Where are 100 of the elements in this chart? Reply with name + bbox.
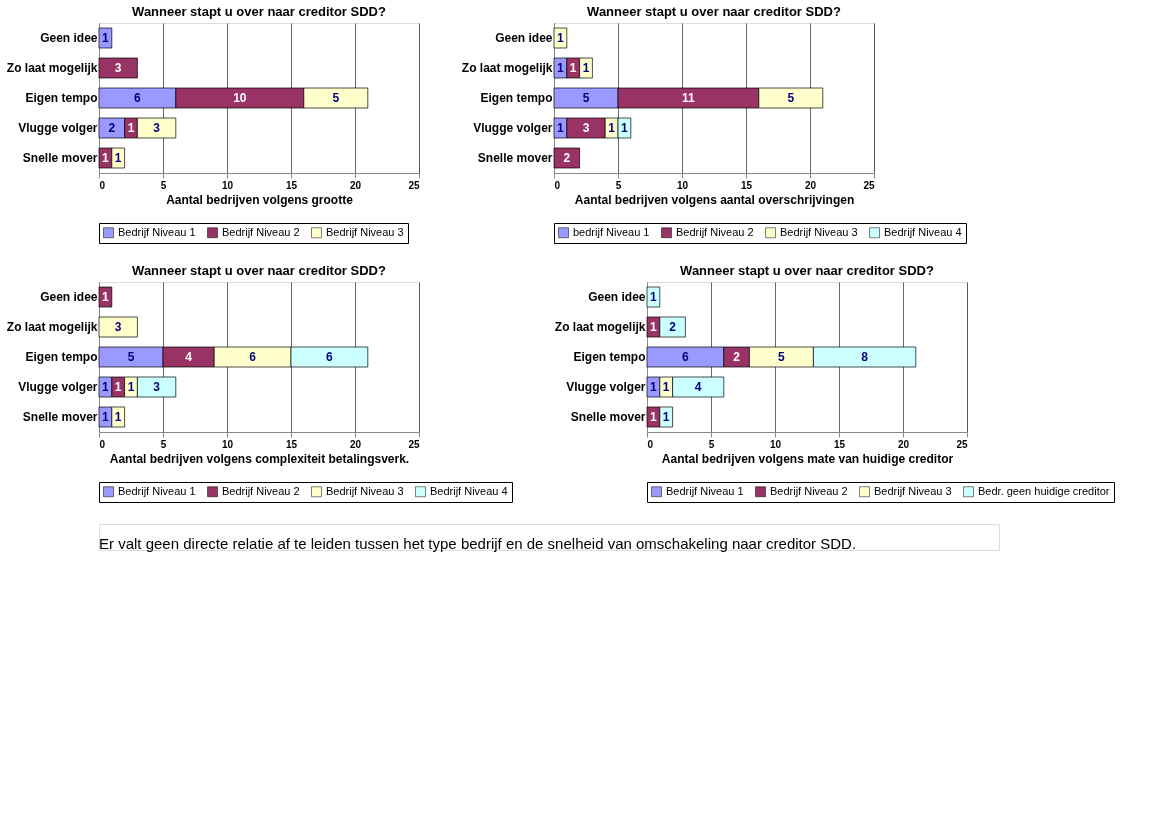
data-label: 1: [127, 121, 135, 135]
x-tick-label: 0: [99, 438, 106, 450]
x-tick-label: 10: [769, 438, 782, 450]
data-label: 3: [153, 380, 161, 394]
x-tick-label: 25: [408, 179, 420, 191]
y-tick-label: Geen idee: [495, 31, 553, 45]
legend-label: Bedrijf Niveau 3: [874, 484, 952, 497]
x-tick-label: 10: [676, 179, 689, 191]
data-label: 1: [650, 410, 658, 424]
y-tick-label: Eigen tempo: [480, 91, 553, 105]
x-axis-title: Aantal bedrijven volgens aantal overschrijvingen: [574, 192, 855, 207]
y-tick-label: Snelle mover: [22, 410, 98, 424]
data-label: 1: [114, 380, 122, 394]
legend-label: Bedrijf Niveau 1: [118, 225, 196, 238]
data-label: 1: [662, 380, 670, 394]
y-tick-label: Vlugge volger: [18, 121, 98, 135]
x-tick-label: 20: [349, 179, 362, 191]
x-tick-label: 20: [349, 438, 362, 450]
x-tick-label: 5: [708, 438, 715, 450]
y-tick-label: Geen idee: [40, 290, 98, 304]
y-tick-label: Zo laat mogelijk: [6, 61, 98, 75]
data-label: 1: [582, 61, 590, 75]
legend-label: Bedrijf Niveau 2: [222, 484, 300, 497]
x-tick-label: 25: [863, 179, 875, 191]
data-label: 2: [733, 350, 741, 364]
y-tick-label: Snelle mover: [477, 151, 553, 165]
legend-label: Bedrijf Niveau 1: [666, 484, 744, 497]
data-label: 5: [332, 91, 340, 105]
legend-label: Bedrijf Niveau 1: [118, 484, 196, 497]
legend-label: Bedrijf Niveau 2: [676, 225, 754, 238]
data-label: 6: [326, 350, 334, 364]
x-tick-label: 5: [160, 179, 167, 191]
data-label: 11: [682, 91, 696, 105]
y-tick-label: Vlugge volger: [566, 380, 646, 394]
bar: [553, 27, 568, 49]
x-tick-label: 15: [833, 438, 846, 450]
data-label: 2: [108, 121, 116, 135]
data-label: 1: [102, 380, 110, 394]
x-tick-label: 20: [804, 179, 817, 191]
y-tick-label: Geen idee: [588, 290, 646, 304]
data-label: 8: [861, 350, 869, 364]
data-label: 1: [102, 31, 110, 45]
legend-label: Bedrijf Niveau 4: [430, 484, 508, 497]
chart-title: Wanneer stapt u over naar creditor SDD?: [132, 4, 386, 19]
data-label: 1: [662, 410, 670, 424]
data-label: 1: [102, 151, 110, 165]
y-tick-label: Snelle mover: [570, 410, 646, 424]
x-tick-label: 15: [285, 438, 298, 450]
legend-label: Bedrijf Niveau 3: [326, 484, 404, 497]
data-label: 2: [563, 151, 571, 165]
x-tick-label: 15: [740, 179, 753, 191]
data-label: 1: [114, 410, 122, 424]
data-label: 3: [153, 121, 161, 135]
bar: [98, 27, 113, 49]
y-tick-label: Zo laat mogelijk: [461, 61, 553, 75]
bar: [553, 147, 580, 169]
y-tick-label: Eigen tempo: [25, 91, 98, 105]
x-tick-label: 0: [99, 179, 106, 191]
data-label: 6: [134, 91, 142, 105]
data-label: 5: [127, 350, 135, 364]
data-label: 1: [650, 320, 658, 334]
data-label: 1: [557, 61, 565, 75]
data-label: 6: [682, 350, 690, 364]
chart-title: Wanneer stapt u over naar creditor SDD?: [587, 4, 841, 19]
legend-label: Bedrijf Niveau 4: [884, 225, 962, 238]
legend-label: Bedrijf Niveau 2: [222, 225, 300, 238]
y-tick-label: Zo laat mogelijk: [6, 320, 98, 334]
legend-label: Bedrijf Niveau 3: [780, 225, 858, 238]
legend-label: bedrijf Niveau 1: [573, 225, 650, 238]
data-label: 3: [114, 61, 122, 75]
y-tick-label: Vlugge volger: [18, 380, 98, 394]
x-tick-label: 0: [647, 438, 654, 450]
y-tick-label: Vlugge volger: [473, 121, 553, 135]
data-label: 10: [233, 91, 247, 105]
data-label: 1: [557, 31, 565, 45]
data-label: 1: [608, 121, 616, 135]
x-tick-label: 20: [897, 438, 910, 450]
data-label: 1: [102, 290, 110, 304]
bar: [98, 286, 113, 308]
data-label: 6: [249, 350, 257, 364]
bar: [98, 316, 138, 338]
legend-label: Bedr. geen huidige creditor: [978, 484, 1110, 497]
x-tick-label: 10: [221, 438, 234, 450]
y-tick-label: Snelle mover: [22, 151, 98, 165]
x-tick-label: 5: [160, 438, 167, 450]
chart-title: Wanneer stapt u over naar creditor SDD?: [680, 263, 934, 278]
x-tick-label: 10: [221, 179, 234, 191]
bar: [98, 57, 138, 79]
data-label: 1: [102, 410, 110, 424]
x-tick-label: 25: [408, 438, 420, 450]
data-label: 1: [557, 121, 565, 135]
data-label: 4: [185, 350, 193, 364]
y-tick-label: Geen idee: [40, 31, 98, 45]
y-tick-label: Eigen tempo: [25, 350, 98, 364]
x-axis-title: Aantal bedrijven volgens mate van huidige creditor: [661, 451, 954, 466]
data-label: 3: [582, 121, 590, 135]
data-label: 5: [787, 91, 795, 105]
x-axis-title: Aantal bedrijven volgens grootte: [166, 192, 354, 207]
x-tick-label: 25: [956, 438, 968, 450]
data-label: 5: [582, 91, 590, 105]
